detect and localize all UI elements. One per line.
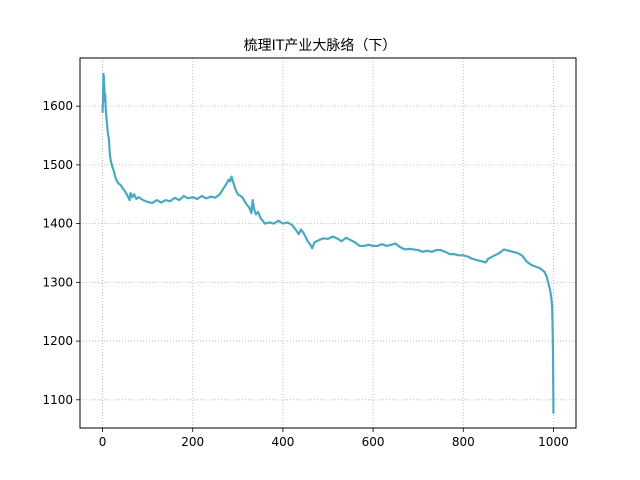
chart-title: 梳理IT产业大脉络（下） [244, 38, 397, 54]
y-tick-label: 1500 [42, 158, 73, 172]
y-tick-label: 1200 [42, 334, 73, 348]
y-tick-label: 1100 [42, 393, 73, 407]
x-tick-label: 0 [99, 435, 107, 449]
y-axis: 1100 1200 1300 1400 1500 1600 [42, 99, 80, 407]
x-tick-label: 800 [452, 435, 475, 449]
x-tick-label: 200 [181, 435, 204, 449]
x-tick-label: 400 [271, 435, 294, 449]
y-tick-label: 1600 [42, 99, 73, 113]
x-tick-label: 600 [362, 435, 385, 449]
grid-lines [80, 58, 576, 428]
x-axis: 0 200 400 600 800 1000 [99, 428, 569, 449]
x-tick-label: 1000 [538, 435, 569, 449]
series-layer [101, 72, 555, 414]
y-tick-label: 1400 [42, 217, 73, 231]
y-tick-label: 1300 [42, 275, 73, 289]
plot-frame [79, 57, 577, 429]
series-line [101, 72, 555, 414]
